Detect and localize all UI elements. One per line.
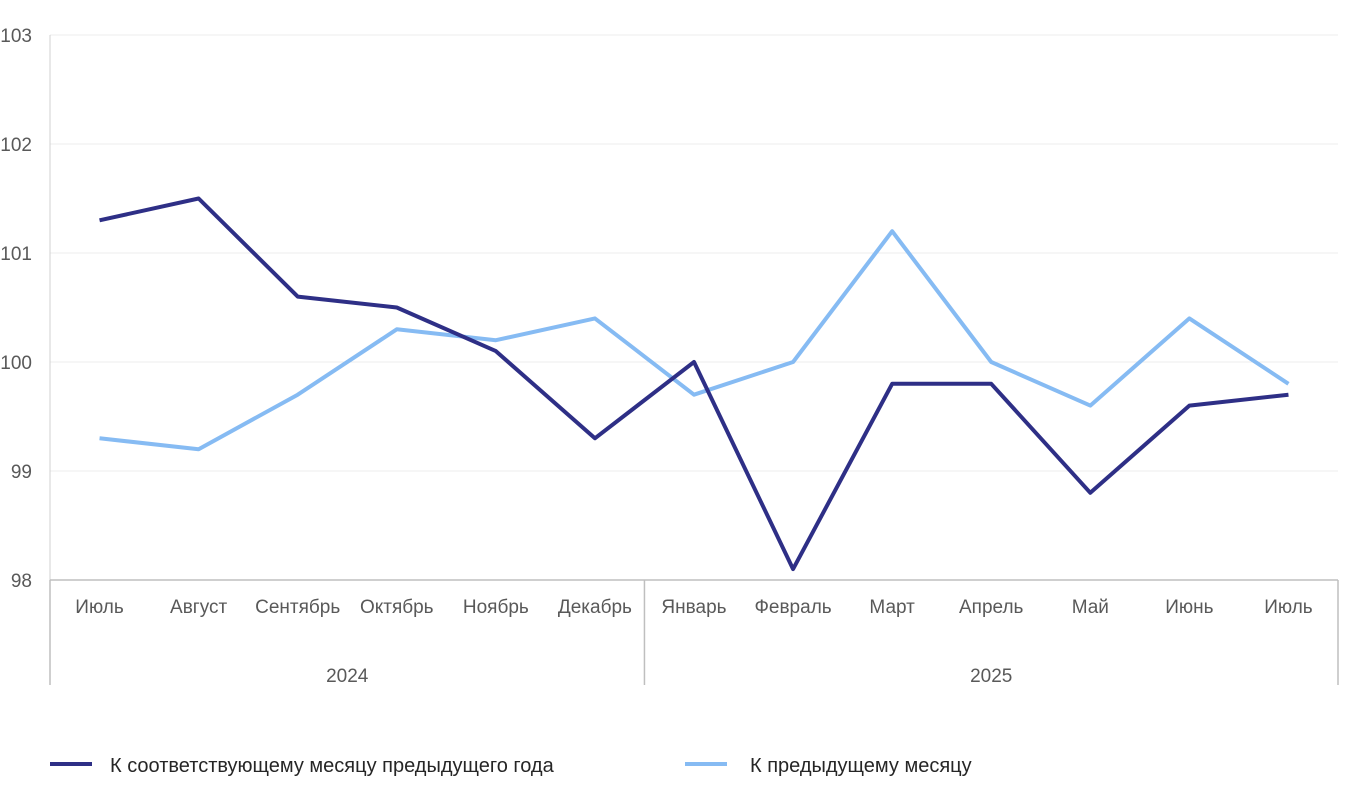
y-tick-label: 99 <box>11 462 32 483</box>
y-axis: 98 99 100 101 102 103 <box>0 26 51 592</box>
year-group-label: 2024 <box>326 666 369 687</box>
x-tick-label: Февраль <box>754 597 831 618</box>
y-tick-label: 100 <box>0 353 32 374</box>
y-tick-label: 103 <box>0 26 32 47</box>
series-line-1 <box>99 229 1290 452</box>
x-axis: Июль Август Сентябрь Октябрь Ноябрь Декабрь Ян… <box>49 579 1339 687</box>
x-tick-label: Март <box>869 597 915 618</box>
legend-label: К предыдущему месяцу <box>750 755 972 777</box>
x-tick-label: Апрель <box>959 597 1024 618</box>
x-tick-label: Сентябрь <box>255 597 340 618</box>
y-tick-label: 101 <box>0 244 32 265</box>
x-tick-label: Декабрь <box>558 597 632 618</box>
x-tick-label: Январь <box>661 597 726 618</box>
x-tick-label: Май <box>1072 597 1109 618</box>
gridlines <box>50 34 1338 472</box>
year-group-label: 2025 <box>970 666 1012 687</box>
y-tick-label: 98 <box>11 571 32 592</box>
x-tick-label: Октябрь <box>360 597 434 618</box>
series-line-0 <box>99 196 1289 572</box>
series-lines <box>99 196 1290 572</box>
x-tick-label: Июль <box>1264 597 1313 618</box>
x-tick-label: Июнь <box>1165 597 1213 618</box>
legend: К соответствующему месяцу предыдущего го… <box>50 755 972 777</box>
x-tick-label: Август <box>170 597 227 618</box>
legend-label: К соответствующему месяцу предыдущего го… <box>110 755 555 777</box>
x-tick-label: Ноябрь <box>463 597 529 618</box>
x-tick-label: Июль <box>75 597 124 618</box>
y-tick-label: 102 <box>0 135 32 156</box>
